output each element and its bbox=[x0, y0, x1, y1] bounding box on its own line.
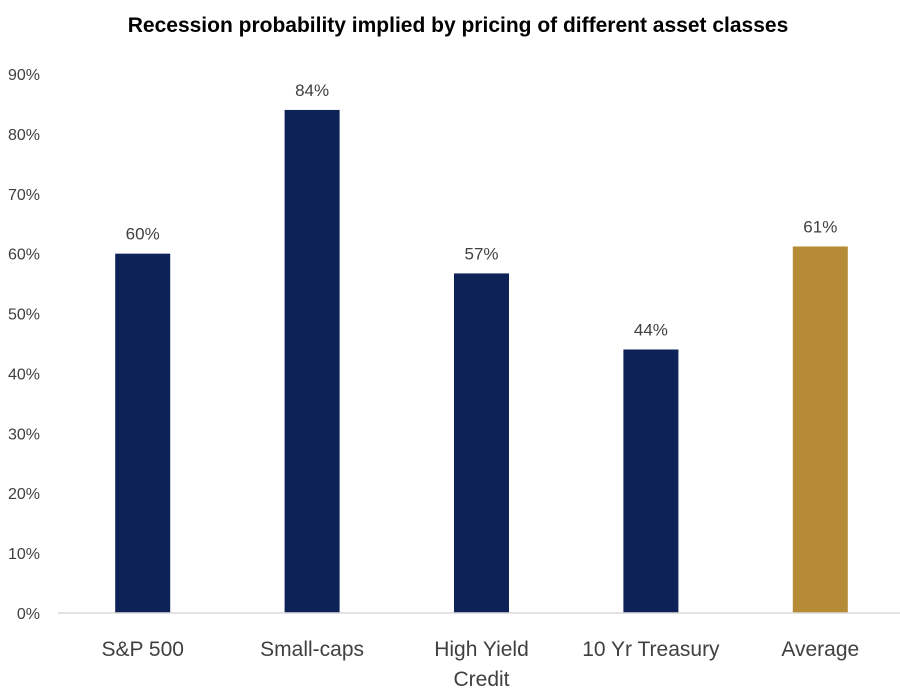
y-tick-label: 70% bbox=[8, 187, 40, 204]
x-tick-label: High Yield Credit bbox=[434, 638, 529, 691]
y-tick-label: 20% bbox=[8, 486, 40, 503]
y-tick-label: 50% bbox=[8, 307, 40, 324]
y-tick-label: 0% bbox=[17, 606, 40, 623]
bar bbox=[454, 273, 509, 613]
y-tick-label: 80% bbox=[8, 127, 40, 144]
bar bbox=[115, 253, 171, 613]
bar bbox=[623, 349, 679, 613]
x-tick-label: 10 Yr Treasury bbox=[582, 638, 720, 661]
x-tick-label: Small-caps bbox=[260, 638, 364, 661]
data-label: 84% bbox=[295, 81, 329, 100]
data-label: 57% bbox=[464, 244, 498, 263]
bar bbox=[284, 109, 340, 613]
chart-title: Recession probability implied by pricing… bbox=[128, 14, 789, 37]
x-tick-label: Average bbox=[781, 638, 859, 661]
data-label: 44% bbox=[634, 320, 668, 339]
x-tick-label: S&P 500 bbox=[101, 638, 184, 661]
y-tick-label: 40% bbox=[8, 366, 40, 383]
y-tick-label: 30% bbox=[8, 426, 40, 443]
y-tick-label: 10% bbox=[8, 546, 40, 563]
data-labels: 60% 84% 57% 44% 61% bbox=[126, 81, 838, 340]
data-label: 61% bbox=[803, 217, 837, 236]
y-tick-label: 90% bbox=[8, 67, 40, 84]
data-label: 60% bbox=[126, 225, 160, 244]
bar bbox=[792, 246, 848, 614]
bars bbox=[115, 109, 848, 614]
y-axis: 0% 10% 20% 30% 40% 50% 60% 70% 80% 90% bbox=[8, 67, 40, 623]
y-tick-label: 60% bbox=[8, 247, 40, 264]
x-axis: S&P 500 Small-caps High Yield Credit 10 Yr T… bbox=[101, 638, 859, 691]
